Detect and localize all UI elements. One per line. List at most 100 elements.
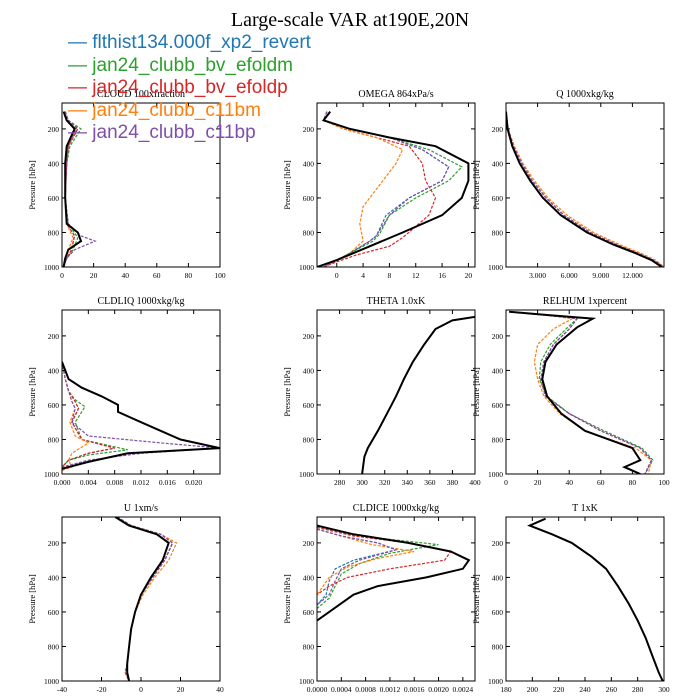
x-tick-label: 0.012: [133, 478, 150, 487]
series-line: [317, 528, 398, 606]
series-line-reference: [317, 110, 470, 267]
chart-panel: CLOUD 100xfraction 0 20 40 60 80 100 200 400 600 8…: [27, 89, 226, 280]
legend-swatch: —: [68, 122, 93, 143]
legend: — flthist134.000f_xp2_revert — jan24_clu…: [68, 32, 311, 145]
x-tick-label: 0.008: [106, 478, 123, 487]
y-tick-label: 1000: [44, 263, 59, 272]
x-tick-label: 300: [658, 685, 670, 694]
x-tick-label: 40: [216, 685, 224, 694]
y-tick-label: 400: [48, 366, 60, 375]
legend-label: jan24_clubb_bv_efoldm: [92, 54, 293, 76]
series-line: [528, 518, 664, 681]
legend-item-efoldp: — jan24_clubb_bv_efoldp: [68, 77, 311, 100]
x-tick-label: 20: [90, 271, 98, 280]
x-tick-label: 20: [177, 685, 185, 694]
y-tick-label: 400: [492, 366, 504, 375]
series-line: [322, 111, 404, 267]
y-tick-label: 800: [303, 435, 315, 444]
x-tick-label: 380: [447, 478, 459, 487]
legend-label: jan24_clubb_c11bp: [92, 122, 256, 143]
series-line: [528, 518, 664, 681]
series-line-reference: [114, 517, 170, 681]
plot-frame: [505, 309, 665, 475]
legend-swatch: —: [68, 32, 93, 53]
y-axis-label: Pressure [hPa]: [471, 574, 481, 624]
series-line: [116, 517, 174, 681]
x-tick-label: 0: [335, 271, 339, 280]
x-tick-label: 60: [597, 478, 605, 487]
figure-title: Large-scale VAR at190E,20N: [231, 9, 469, 31]
y-tick-label: 1000: [488, 677, 503, 686]
x-tick-label: 0.0004: [331, 685, 352, 694]
x-tick-label: 300: [357, 478, 369, 487]
series-line-reference: [62, 111, 83, 267]
plot-frame: [61, 102, 221, 268]
y-tick-label: 200: [303, 539, 315, 548]
y-axis-label: Pressure [hPa]: [27, 367, 37, 417]
y-tick-label: 200: [492, 125, 504, 134]
y-tick-label: 600: [48, 401, 60, 410]
x-tick-label: 40: [121, 271, 129, 280]
series-line: [322, 111, 450, 267]
series-line-reference: [62, 361, 220, 470]
series-line: [528, 518, 664, 681]
x-tick-label: 60: [153, 271, 161, 280]
legend-label: jan24_clubb_bv_efoldp: [92, 77, 288, 98]
y-tick-label: 200: [492, 539, 504, 548]
series-line: [62, 361, 115, 468]
series-line: [63, 111, 79, 267]
y-tick-label: 400: [303, 159, 315, 168]
x-tick-label: 0.016: [159, 478, 176, 487]
x-tick-label: 0.0000: [307, 685, 328, 694]
series-line-reference: [506, 111, 663, 267]
y-tick-label: 200: [48, 332, 60, 341]
series-line: [317, 528, 415, 596]
chart-panel: OMEGA 864xPa/s 0 4 8 12 16 20 200 400 600 800 1000 P…: [282, 89, 476, 280]
series-line: [509, 311, 653, 474]
series-line: [506, 111, 664, 267]
chart-panel: THETA 1.0xK 280 300 320 340 360 380 400 200 400 60…: [282, 296, 481, 487]
chart-title: THETA 1.0xK: [367, 296, 426, 307]
x-tick-label: 260: [606, 685, 618, 694]
y-tick-label: 800: [492, 228, 504, 237]
legend-item-c11bp: — jan24_clubb_c11bp: [68, 122, 311, 145]
y-tick-label: 1000: [44, 470, 59, 479]
y-tick-label: 400: [303, 366, 315, 375]
series-line: [62, 361, 220, 468]
x-tick-label: 340: [402, 478, 414, 487]
series-line: [361, 316, 475, 474]
y-axis-label: Pressure [hPa]: [471, 367, 481, 417]
x-tick-label: 0: [139, 685, 143, 694]
x-tick-label: 16: [438, 271, 446, 280]
y-tick-label: 200: [303, 125, 315, 134]
y-tick-label: 400: [492, 159, 504, 168]
series-line: [317, 526, 439, 609]
series-line: [509, 311, 653, 474]
series-line: [509, 311, 653, 474]
chart-title: CLDICE 1000xkg/kg: [353, 503, 439, 514]
y-tick-label: 200: [492, 332, 504, 341]
y-axis-label: Pressure [hPa]: [282, 574, 292, 624]
chart-title: OMEGA 864xPa/s: [358, 89, 433, 100]
y-tick-label: 600: [492, 401, 504, 410]
legend-swatch: —: [68, 99, 93, 121]
y-axis-label: Pressure [hPa]: [282, 367, 292, 417]
series-line: [528, 518, 664, 681]
series-line-reference: [527, 517, 664, 681]
plot-frame: [316, 309, 476, 475]
chart-panel: U 1xm/s -40 -20 0 20 40 200 400 600 800 1000 Pressu…: [27, 503, 224, 694]
y-tick-label: 600: [492, 608, 504, 617]
legend-item-flthist134: — flthist134.000f_xp2_revert: [68, 32, 311, 55]
x-tick-label: 20: [534, 478, 542, 487]
x-tick-label: 9.000: [592, 271, 609, 280]
y-tick-label: 800: [48, 642, 60, 651]
x-tick-label: 100: [658, 478, 670, 487]
x-tick-label: 12.000: [622, 271, 643, 280]
x-tick-label: 8: [388, 271, 392, 280]
y-tick-label: 1000: [44, 677, 59, 686]
x-tick-label: 4: [361, 271, 365, 280]
legend-label: flthist134.000f_xp2_revert: [92, 32, 311, 53]
legend-swatch: —: [68, 54, 93, 76]
series-line: [361, 316, 475, 474]
y-tick-label: 200: [303, 332, 315, 341]
